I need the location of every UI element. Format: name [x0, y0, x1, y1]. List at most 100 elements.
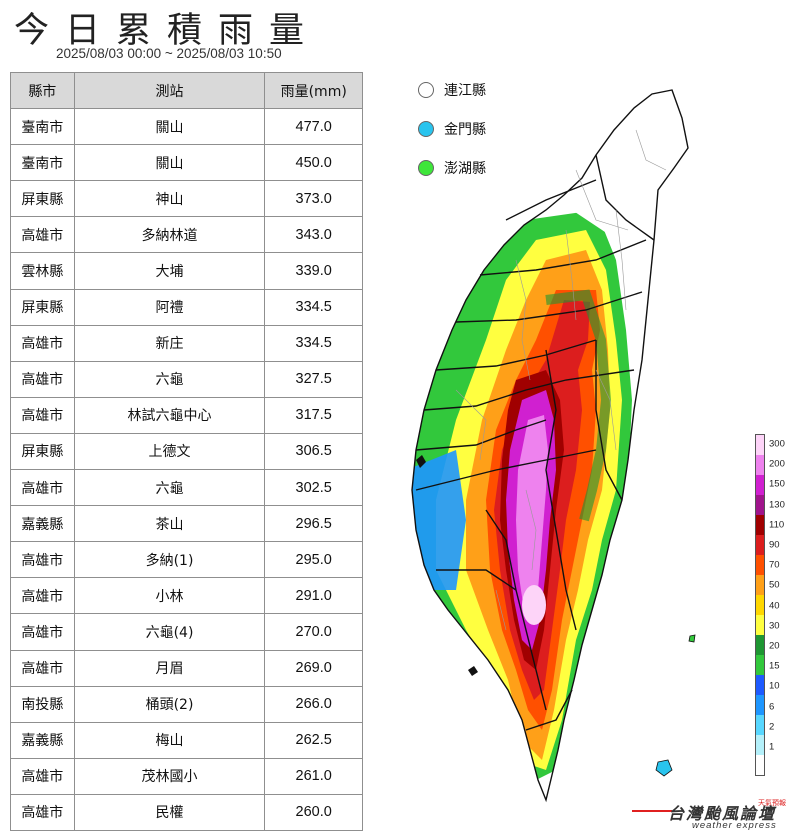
cell-station: 大埔 [73, 252, 266, 290]
cell-county: 高雄市 [10, 396, 75, 434]
scale-segment [756, 595, 764, 615]
scale-segment [756, 695, 764, 715]
cell-station: 桶頭(2) [73, 685, 266, 723]
cell-rainfall: 261.0 [264, 757, 363, 795]
cell-county: 高雄市 [10, 613, 75, 651]
cell-rainfall: 260.0 [264, 793, 363, 831]
table-row: 高雄市 六龜 302.5 [10, 469, 363, 507]
cell-rainfall: 266.0 [264, 685, 363, 723]
kinmen-dot-icon [418, 121, 434, 137]
table-row: 南投縣 桶頭(2) 266.0 [10, 685, 363, 723]
cell-station: 多納(1) [73, 541, 266, 579]
table-row: 屏東縣 神山 373.0 [10, 180, 363, 218]
cell-rainfall: 343.0 [264, 216, 363, 254]
scale-segment [756, 515, 764, 535]
scale-label: 50 [769, 579, 780, 591]
offshore-islands [416, 455, 696, 777]
table-header-row: 縣市 測站 雨量(mm) [10, 71, 363, 110]
legend-label: 澎湖縣 [444, 161, 486, 177]
table-row: 高雄市 多納林道 343.0 [10, 216, 363, 254]
cell-rainfall: 477.0 [264, 108, 363, 146]
cell-county: 高雄市 [10, 324, 75, 362]
scale-segment [756, 475, 764, 495]
date-range: 2025/08/03 00:00 ~ 2025/08/03 10:50 [56, 46, 282, 61]
scale-label: 20 [769, 640, 780, 652]
cell-station: 神山 [73, 180, 266, 218]
cell-station: 梅山 [73, 721, 266, 759]
cell-rainfall: 295.0 [264, 541, 363, 579]
cell-rainfall: 373.0 [264, 180, 363, 218]
scale-label: 10 [769, 680, 780, 692]
cell-station: 新庄 [73, 324, 266, 362]
cell-county: 屏東縣 [10, 288, 75, 326]
table-row: 高雄市 新庄 334.5 [10, 324, 363, 362]
scale-label: 1 [769, 741, 775, 753]
table-row: 高雄市 茂林國小 261.0 [10, 757, 363, 795]
cell-rainfall: 339.0 [264, 252, 363, 290]
scale-segment [756, 615, 764, 635]
brand-line [632, 810, 672, 812]
rainfall-table: 縣市 測站 雨量(mm) 臺南市 關山 477.0 臺南市 關山 450.0 屏東縣 神山 37… [10, 71, 363, 831]
table-row: 嘉義縣 梅山 262.5 [10, 721, 363, 759]
lienchiang-dot-icon [418, 82, 434, 98]
table-row: 高雄市 民權 260.0 [10, 793, 363, 831]
brand-tag: 天氣預報 [758, 799, 786, 807]
scale-label: 300 [769, 438, 785, 450]
cell-county: 嘉義縣 [10, 721, 75, 759]
header-rainfall: 雨量(mm) [264, 71, 363, 110]
scale-segment [756, 575, 764, 595]
cell-rainfall: 270.0 [264, 613, 363, 651]
scale-label: 110 [769, 519, 785, 531]
scale-label: 15 [769, 660, 780, 672]
cell-station: 關山 [73, 108, 266, 146]
header-county: 縣市 [10, 71, 75, 110]
rainfall-layers [412, 90, 688, 800]
legend-label: 連江縣 [444, 83, 486, 99]
cell-station: 阿禮 [73, 288, 266, 326]
table-row: 屏東縣 上德文 306.5 [10, 432, 363, 471]
cell-station: 關山 [73, 144, 266, 182]
cell-rainfall: 334.5 [264, 324, 363, 362]
cell-county: 屏東縣 [10, 432, 75, 471]
cell-county: 高雄市 [10, 649, 75, 687]
cell-rainfall: 302.5 [264, 469, 363, 507]
cell-station: 林試六龜中心 [73, 396, 266, 434]
scale-segment [756, 715, 764, 735]
cell-rainfall: 262.5 [264, 721, 363, 759]
cell-county: 高雄市 [10, 757, 75, 795]
cell-station: 茶山 [73, 505, 266, 543]
cell-county: 高雄市 [10, 577, 75, 615]
scale-segment [756, 495, 764, 515]
scale-label: 200 [769, 458, 785, 470]
scale-segment [756, 675, 764, 695]
cell-county: 高雄市 [10, 793, 75, 831]
scale-segment [756, 535, 764, 555]
scale-label: 70 [769, 559, 780, 571]
cell-county: 臺南市 [10, 108, 75, 146]
brand-logo: 天氣預報 台灣颱風論壇 weather express [632, 798, 800, 838]
table-row: 高雄市 小林 291.0 [10, 577, 363, 615]
scale-segment [756, 655, 764, 675]
header-station: 測站 [73, 71, 266, 110]
table-row: 高雄市 林試六龜中心 317.5 [10, 396, 363, 434]
cell-station: 六龜 [73, 469, 266, 507]
table-row: 嘉義縣 茶山 296.5 [10, 505, 363, 543]
table-row: 臺南市 關山 450.0 [10, 144, 363, 182]
cell-station: 多納林道 [73, 216, 266, 254]
scale-label: 6 [769, 701, 775, 713]
cell-station: 月眉 [73, 649, 266, 687]
table-row: 高雄市 多納(1) 295.0 [10, 541, 363, 579]
cell-rainfall: 317.5 [264, 396, 363, 434]
color-scale-bar [755, 434, 765, 776]
cell-rainfall: 296.5 [264, 505, 363, 543]
cell-rainfall: 306.5 [264, 432, 363, 471]
cell-station: 民權 [73, 793, 266, 831]
scale-segment [756, 635, 764, 655]
cell-rainfall: 334.5 [264, 288, 363, 326]
cell-county: 高雄市 [10, 541, 75, 579]
scale-label: 150 [769, 478, 785, 490]
table-row: 雲林縣 大埔 339.0 [10, 252, 363, 290]
table-row: 屏東縣 阿禮 334.5 [10, 288, 363, 326]
cell-rainfall: 291.0 [264, 577, 363, 615]
cell-county: 高雄市 [10, 469, 75, 507]
